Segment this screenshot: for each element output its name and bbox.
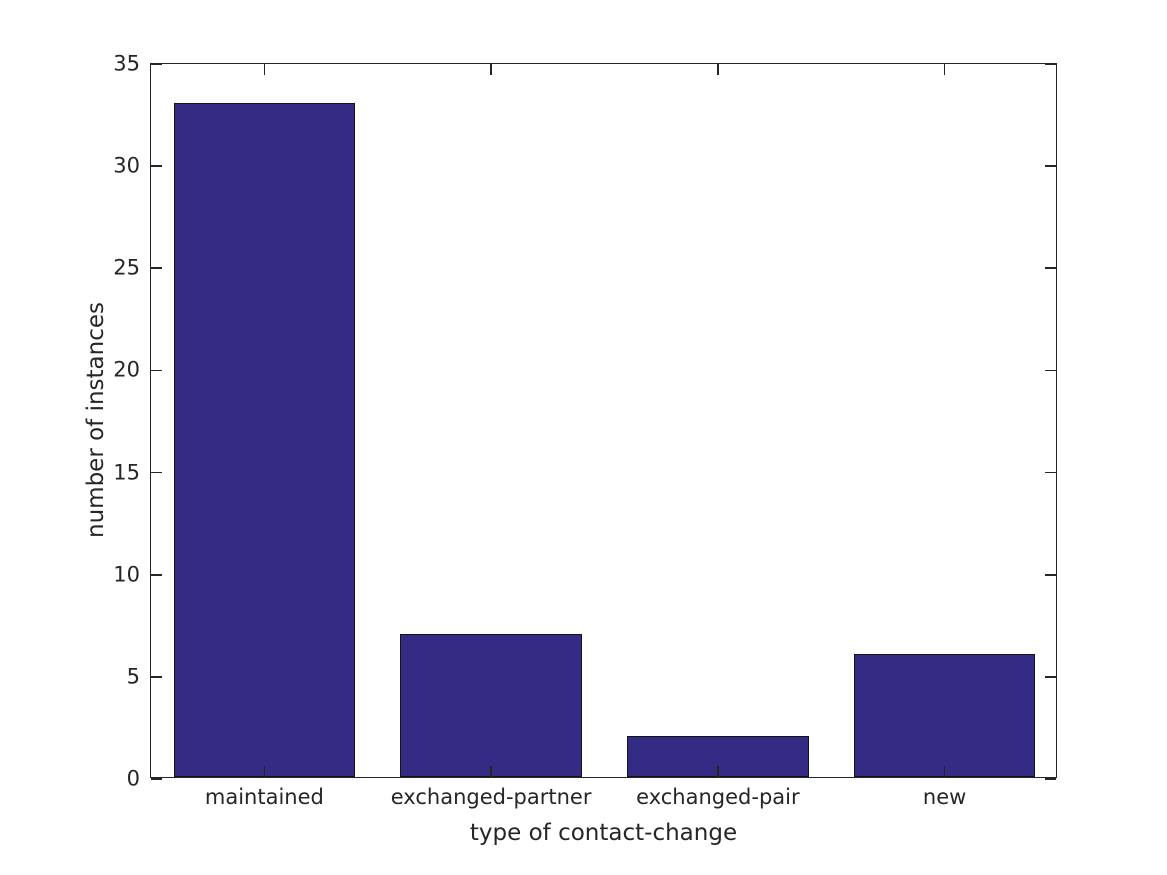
y-tick-mark-left: [151, 267, 162, 270]
y-tick-mark-right: [1045, 778, 1056, 780]
x-tick-label: exchanged-partner: [390, 785, 592, 809]
x-tick-mark-bottom: [943, 766, 946, 777]
y-tick-label: 5: [126, 664, 140, 689]
bar-maintained: [173, 102, 356, 777]
y-tick-mark-right: [1045, 471, 1056, 474]
y-tick-mark-right: [1045, 369, 1056, 372]
x-tick-mark-top: [263, 64, 266, 75]
y-tick-mark-left: [151, 778, 162, 780]
x-tick-mark-top: [490, 64, 492, 75]
x-tick-mark-top: [717, 64, 719, 75]
y-tick-mark-right: [1045, 165, 1056, 167]
y-tick-mark-left: [151, 573, 162, 576]
x-tick-label: exchanged-pair: [636, 785, 800, 809]
x-axis-label: type of contact-change: [469, 820, 738, 846]
y-axis-label: number of instances: [83, 302, 109, 538]
y-tick-label: 25: [113, 255, 140, 280]
y-tick-mark-left: [151, 165, 162, 167]
y-tick-mark-right: [1045, 676, 1056, 678]
x-tick-mark-bottom: [490, 766, 492, 777]
y-tick-mark-left: [151, 471, 162, 474]
y-tick-mark-left: [151, 63, 162, 65]
bar-new: [853, 654, 1036, 777]
y-tick-label: 15: [113, 460, 140, 485]
y-tick-label: 30: [113, 153, 140, 178]
bar-exchanged-partner: [400, 634, 582, 777]
x-tick-mark-top: [943, 64, 946, 75]
plot-area: 0 5 10 15 20 25 30 35 maintained exchanged-partne…: [113, 53, 1057, 808]
x-tick-label: new: [922, 785, 967, 809]
x-tick-label: maintained: [204, 785, 324, 809]
y-tick-mark-right: [1045, 573, 1056, 576]
y-tick-mark-left: [151, 369, 162, 372]
y-tick-mark-left: [151, 676, 162, 678]
y-tick-mark-right: [1045, 267, 1056, 270]
y-tick-mark-right: [1045, 63, 1056, 65]
y-tick-label: 20: [113, 357, 140, 382]
y-tick-label: 10: [113, 562, 140, 587]
y-tick-label: 0: [126, 766, 140, 791]
x-tick-mark-bottom: [717, 766, 719, 777]
x-tick-mark-bottom: [263, 766, 266, 777]
y-tick-label: 35: [113, 51, 140, 76]
